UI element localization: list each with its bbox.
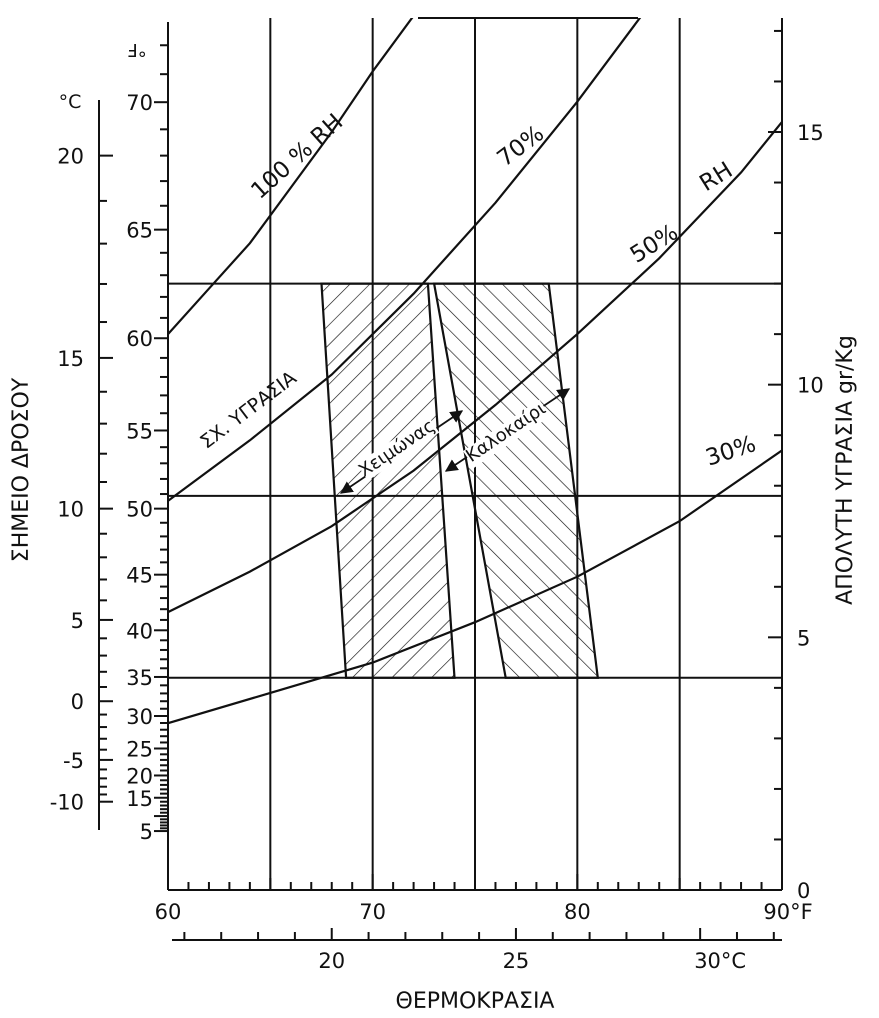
- y-axis-title-right: ΑΠΟΛΥΤΗ ΥΓΡΑΣΙΑ gr/Kg: [833, 335, 858, 605]
- rh-curve-1: [168, 18, 414, 335]
- dewpoint-f-label: 25: [126, 738, 153, 762]
- dewpoint-c-label: 0: [71, 690, 84, 714]
- dewpoint-c-unit: °C: [59, 91, 82, 113]
- curve-label-70: 70%: [493, 121, 549, 173]
- summer-label-backdrop: [463, 399, 551, 468]
- rh-curve-4: [168, 449, 782, 725]
- dewpoint-f-label: 20: [126, 764, 153, 788]
- x-tick-label-c: 25: [503, 949, 530, 973]
- dewpoint-f-label: 60: [126, 327, 153, 351]
- dewpoint-f-label: 5: [140, 820, 153, 844]
- dewpoint-c-label: 15: [57, 347, 84, 371]
- dewpoint-f-unit: °F: [127, 39, 146, 60]
- curve-label-rh-unit: RH: [695, 157, 737, 197]
- x-tick-label-c: 20: [318, 949, 345, 973]
- dewpoint-f-label: 55: [126, 419, 153, 443]
- dewpoint-f-label: 35: [126, 666, 153, 690]
- dewpoint-c-label: 10: [57, 498, 84, 522]
- abs-humidity-label: 5: [797, 626, 810, 650]
- y-axis-title-left: ΣΗΜΕΙΟ ΔΡΟΣΟΥ: [9, 377, 34, 562]
- dewpoint-f-label: 70: [126, 91, 153, 115]
- x-axis-title: ΘΕΡΜΟΚΡΑΣΙΑ: [396, 989, 555, 1014]
- abs-humidity-label: 0: [797, 879, 810, 903]
- dewpoint-f-label: 30: [126, 705, 153, 729]
- x-tick-label-c: 30°C: [694, 949, 746, 973]
- x-tick-label-f: 60: [155, 900, 182, 924]
- winter-label-backdrop: [356, 415, 440, 481]
- x-tick-label-f: 90°F: [763, 900, 812, 924]
- curve-label-50: 50%: [626, 219, 683, 268]
- abs-humidity-label: 15: [797, 121, 824, 145]
- zone-summer: [432, 282, 600, 679]
- abs-humidity-label: 10: [797, 374, 824, 398]
- dewpoint-f-label: 45: [126, 564, 153, 588]
- dewpoint-c-label: -5: [63, 749, 84, 773]
- dewpoint-c-label: -10: [50, 791, 84, 815]
- dewpoint-c-label: 20: [57, 145, 84, 169]
- dewpoint-c-label: 5: [71, 609, 84, 633]
- x-tick-label-f: 70: [359, 900, 386, 924]
- dewpoint-f-label: 50: [126, 498, 153, 522]
- rh-curve-2: [168, 18, 642, 502]
- curve-label-30: 30%: [703, 431, 760, 472]
- dewpoint-f-label: 15: [126, 787, 153, 811]
- zone-winter: [320, 282, 456, 679]
- curve-label-100rh: 100 % RH: [246, 109, 348, 204]
- dewpoint-f-label: 65: [126, 219, 153, 243]
- x-tick-label-f: 80: [564, 900, 591, 924]
- dewpoint-f-label: 40: [126, 619, 153, 643]
